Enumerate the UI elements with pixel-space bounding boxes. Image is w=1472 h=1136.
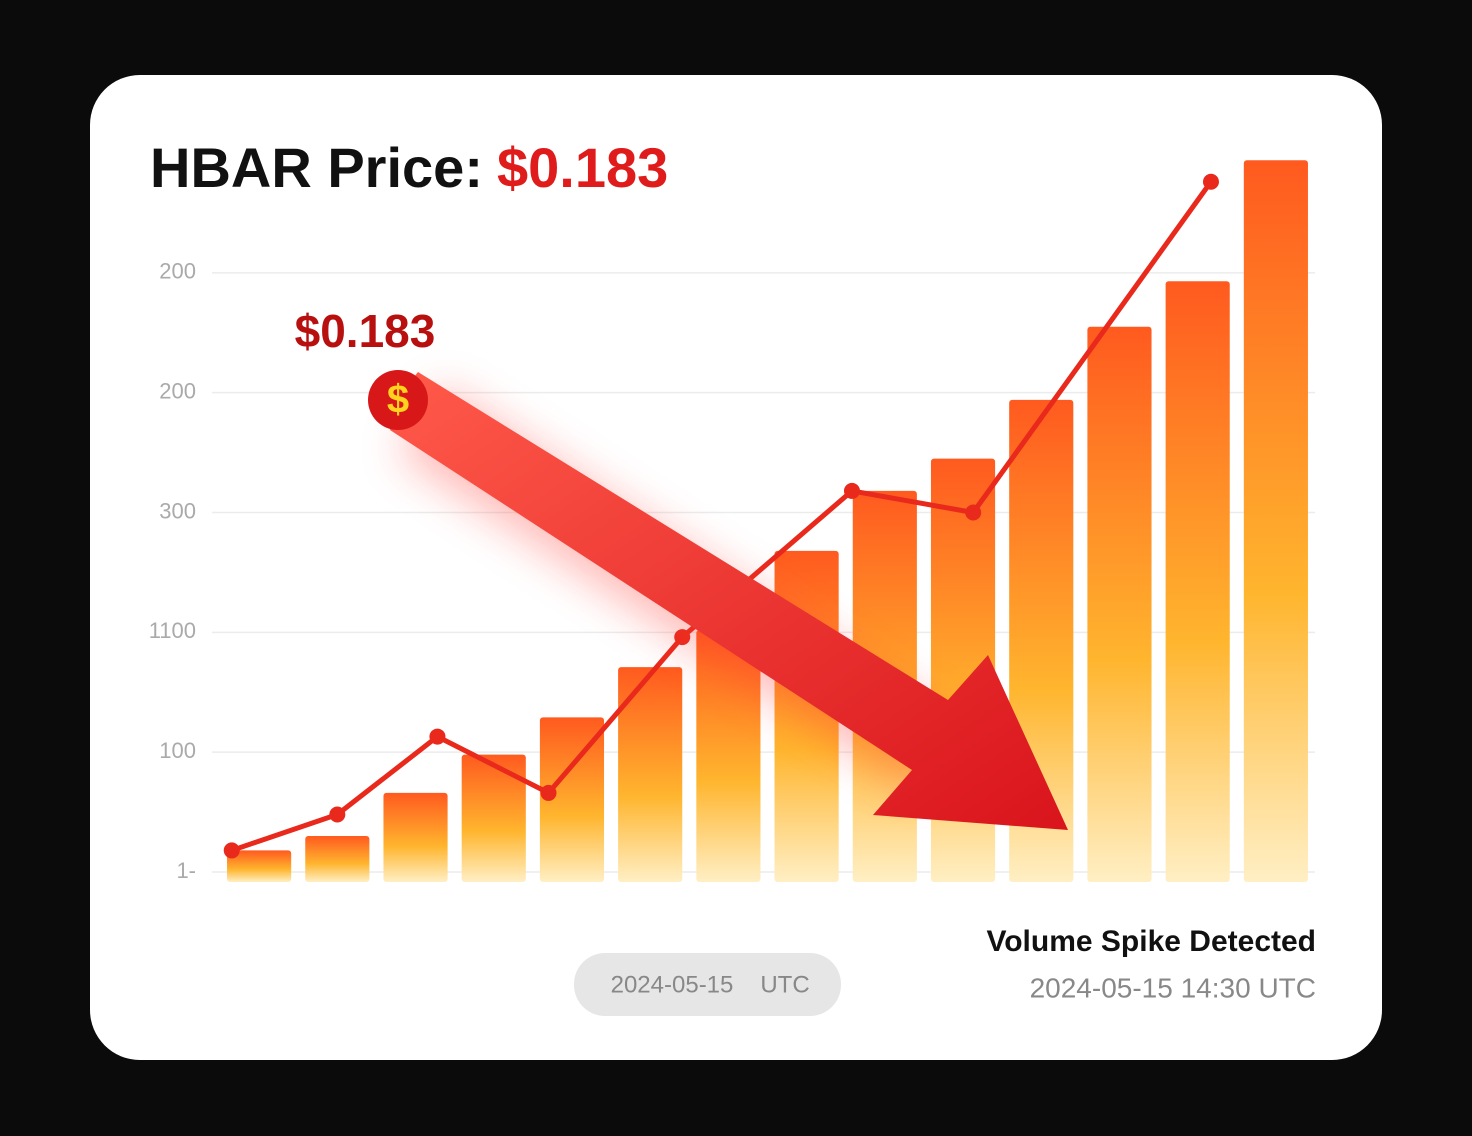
trend-arrow bbox=[390, 372, 1068, 830]
y-tick-label: 200 bbox=[159, 259, 196, 284]
badge-zone: UTC bbox=[760, 971, 809, 998]
y-tick-label: 1100 bbox=[149, 618, 196, 643]
bar bbox=[227, 850, 292, 882]
title-text: HBAR Price: bbox=[150, 136, 483, 199]
coin-symbol: $ bbox=[387, 378, 409, 422]
coin bbox=[368, 370, 428, 430]
line-point bbox=[540, 784, 557, 801]
price-annotation: $0.183 bbox=[295, 305, 436, 357]
bar bbox=[539, 717, 605, 882]
title-price: $0.183 bbox=[497, 136, 668, 199]
y-tick-label: 200 bbox=[159, 378, 196, 403]
bar bbox=[696, 629, 761, 882]
bar bbox=[305, 836, 370, 882]
bar bbox=[1165, 281, 1230, 882]
line-point bbox=[843, 482, 860, 499]
line-point bbox=[429, 728, 446, 745]
bar bbox=[618, 667, 683, 882]
bar bbox=[1087, 326, 1152, 883]
chart-title: HBAR Price: $0.183 bbox=[150, 136, 668, 199]
arrow bbox=[390, 372, 1068, 830]
line-point bbox=[1202, 173, 1219, 190]
date-badge bbox=[574, 953, 841, 1016]
footer-heading: Volume Spike Detected bbox=[986, 925, 1316, 958]
line-point bbox=[329, 806, 346, 823]
y-tick-label: 100 bbox=[159, 738, 196, 763]
bar bbox=[1243, 160, 1308, 882]
y-tick-label: 300 bbox=[159, 498, 196, 523]
line-point bbox=[223, 842, 240, 859]
y-tick-label: 1- bbox=[176, 858, 196, 883]
footer-timestamp: 2024-05-15 14:30 UTC bbox=[1030, 972, 1316, 1003]
bar bbox=[461, 754, 526, 882]
price-line bbox=[230, 180, 1214, 853]
badge-date: 2024-05-15 bbox=[611, 971, 734, 998]
line-point bbox=[965, 504, 982, 521]
bar bbox=[383, 792, 448, 882]
